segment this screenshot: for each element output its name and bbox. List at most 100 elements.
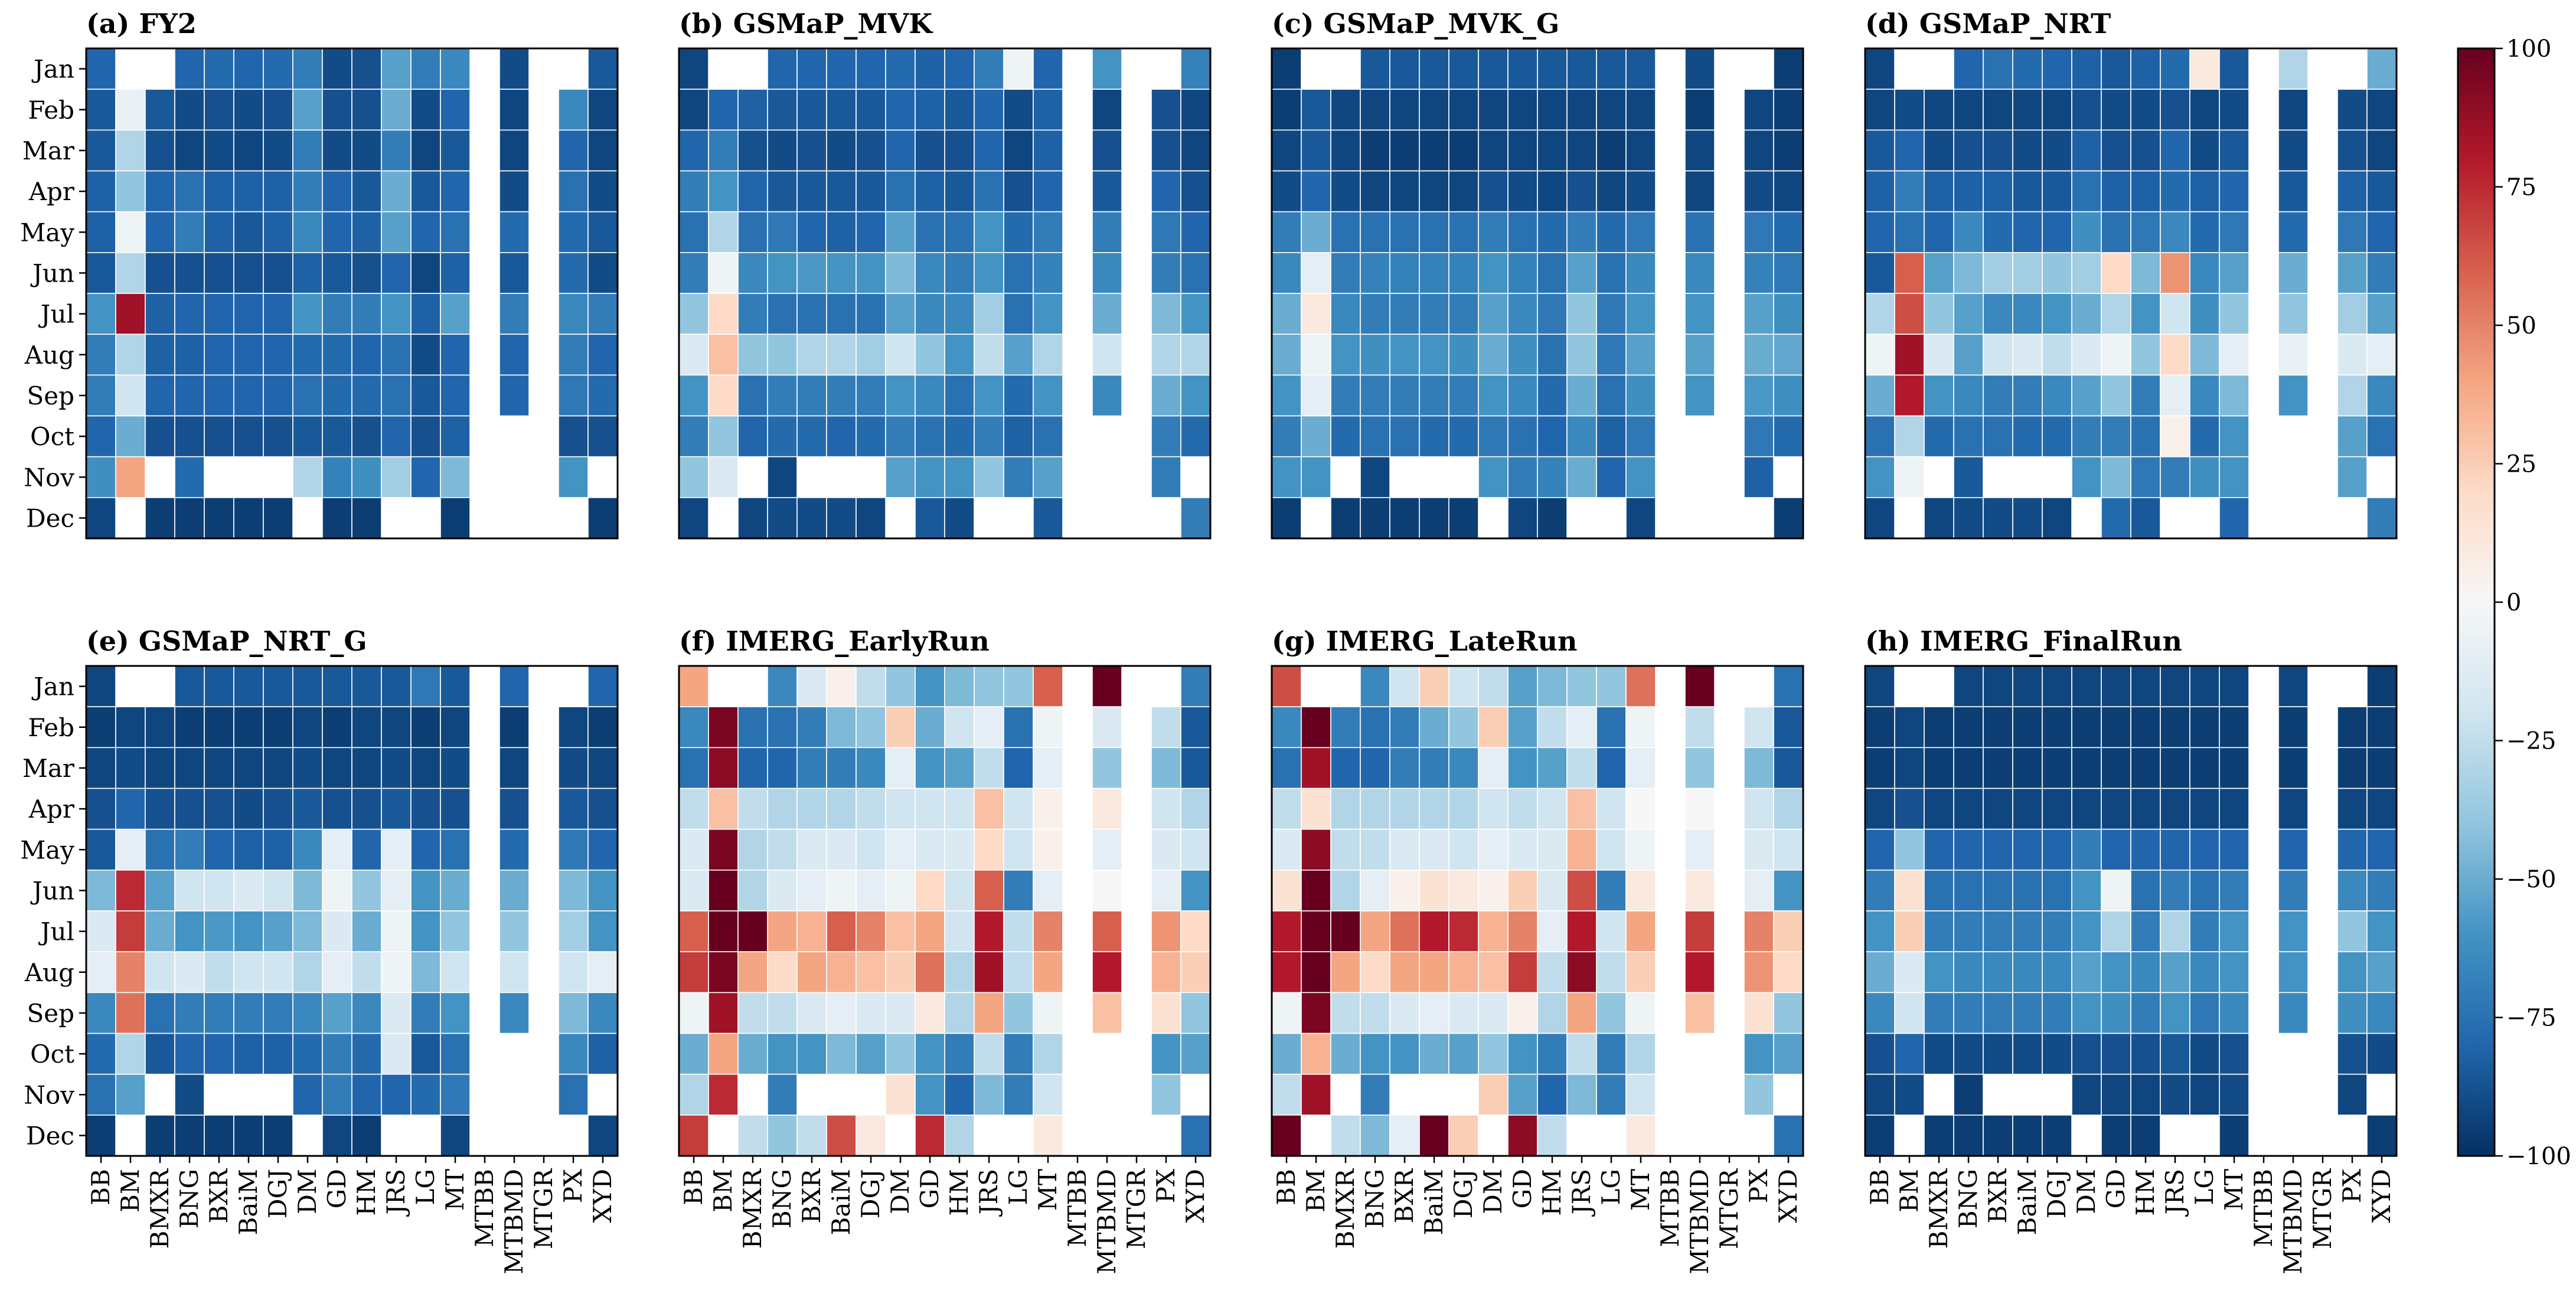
heatmap-cell: [1478, 293, 1509, 335]
heatmap-cell: [1983, 665, 2013, 707]
heatmap-cell: [2042, 252, 2072, 294]
heatmap-cell: [1684, 951, 1715, 994]
heatmap-cell: [1271, 870, 1302, 912]
heatmap-cell: [1180, 910, 1211, 952]
y-tick-label: Feb: [28, 96, 74, 125]
heatmap-cell: [1448, 788, 1479, 830]
heatmap-cell: [1301, 334, 1331, 376]
y-tick-label: May: [20, 218, 74, 247]
x-tick-label: BM: [1895, 1169, 1924, 1213]
heatmap-cell: [1151, 89, 1181, 131]
heatmap-cell: [1507, 374, 1538, 417]
heatmap-cell: [944, 497, 975, 539]
panel-title: (g) IMERG_LateRun: [1272, 625, 1578, 657]
heatmap-cell: [1478, 1033, 1509, 1075]
heatmap-cell: [2366, 910, 2397, 952]
heatmap-cell: [2366, 374, 2397, 417]
heatmap-cell: [1894, 252, 1925, 294]
heatmap-cell: [1271, 252, 1302, 294]
heatmap-cell: [2278, 870, 2309, 912]
heatmap-cell: [1865, 992, 1895, 1034]
heatmap-cell: [1271, 1073, 1302, 1116]
heatmap-cell: [1389, 211, 1420, 253]
heatmap-cell: [915, 252, 945, 294]
heatmap-cell: [145, 992, 175, 1034]
heatmap-cell: [1180, 870, 1211, 912]
heatmap-cell: [1625, 992, 1656, 1034]
heatmap-cell: [440, 89, 471, 131]
heatmap-cell: [351, 456, 382, 498]
heatmap-cell: [204, 293, 234, 335]
heatmap-cell: [1537, 415, 1568, 458]
heatmap-cell: [322, 747, 352, 789]
heatmap-cell: [1684, 129, 1715, 172]
heatmap-cell: [2130, 1115, 2161, 1156]
heatmap-cell: [1033, 48, 1063, 90]
heatmap-cell: [410, 951, 441, 994]
heatmap-cell: [1478, 747, 1509, 789]
colorbar-tick-label: −100: [2506, 1143, 2571, 1170]
y-tick-label: Mar: [22, 136, 75, 165]
heatmap-cell: [322, 788, 352, 830]
heatmap-cell: [204, 1115, 234, 1156]
heatmap-cell: [767, 170, 798, 213]
heatmap-cell: [1894, 374, 1925, 417]
heatmap-cell: [1773, 951, 1804, 994]
heatmap-cell: [944, 1115, 975, 1156]
heatmap-cell: [796, 374, 827, 417]
heatmap-cell: [322, 293, 352, 335]
heatmap-cell: [410, 334, 441, 376]
heatmap-cell: [708, 89, 739, 131]
heatmap-cell: [944, 788, 975, 830]
x-tick-label: LG: [1004, 1169, 1033, 1205]
heatmap-cell: [1507, 252, 1538, 294]
heatmap-cell: [381, 951, 412, 994]
heatmap-cell: [2160, 170, 2190, 213]
heatmap-cell: [587, 706, 618, 749]
heatmap-cell: [708, 129, 739, 172]
heatmap-cell: [1419, 48, 1449, 90]
y-tick-label: Aug: [24, 341, 74, 370]
heatmap-cell: [322, 374, 352, 417]
heatmap-cell: [1180, 129, 1211, 172]
heatmap-cell: [410, 374, 441, 417]
heatmap-cell: [1953, 170, 1984, 213]
heatmap-cell: [2130, 374, 2161, 417]
heatmap-cell: [944, 48, 975, 90]
heatmap-cell: [1566, 828, 1597, 871]
heatmap-cell: [2012, 828, 2043, 871]
heatmap-cell: [1271, 788, 1302, 830]
heatmap-cell: [2337, 992, 2368, 1034]
heatmap-cell: [2071, 1033, 2102, 1075]
heatmap-cell: [2101, 706, 2131, 749]
heatmap-cell: [1596, 456, 1627, 498]
heatmap-cell: [767, 48, 798, 90]
heatmap-cell: [322, 415, 352, 458]
heatmap-cell: [826, 89, 857, 131]
x-tick-label: DM: [293, 1169, 322, 1214]
heatmap-cell: [381, 89, 412, 131]
heatmap-cell: [322, 129, 352, 172]
heatmap-cell: [2042, 334, 2072, 376]
colorbar-tick-label: −25: [2506, 728, 2556, 755]
heatmap-cell: [2278, 706, 2309, 749]
heatmap-cell: [1448, 706, 1479, 749]
heatmap-cell: [322, 706, 352, 749]
heatmap-cell: [885, 170, 916, 213]
heatmap-cell: [2160, 951, 2190, 994]
heatmap-cell: [86, 951, 116, 994]
heatmap-cell: [1953, 374, 1984, 417]
heatmap-cell: [322, 870, 352, 912]
heatmap-cell: [1360, 334, 1390, 376]
heatmap-cell: [292, 870, 323, 912]
heatmap-cell: [292, 665, 323, 707]
heatmap-cell: [2219, 374, 2249, 417]
heatmap-cell: [1092, 910, 1122, 952]
heatmap-cell: [1773, 293, 1804, 335]
heatmap-cell: [1865, 788, 1895, 830]
heatmap-cell: [856, 992, 886, 1034]
heatmap-cell: [292, 992, 323, 1034]
heatmap-cell: [1003, 828, 1034, 871]
heatmap-cell: [558, 211, 589, 253]
heatmap-cell: [587, 415, 618, 458]
